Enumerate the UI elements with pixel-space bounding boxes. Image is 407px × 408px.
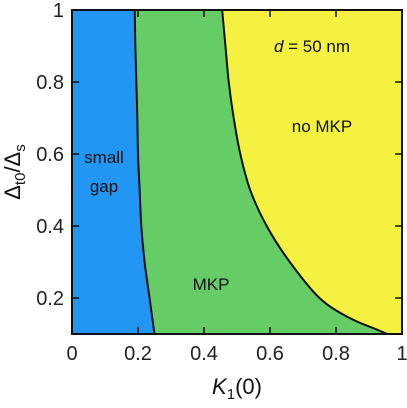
small-gap-label: gap [90, 177, 118, 196]
y-axis-denominator-subscript: s [12, 144, 29, 152]
no-mkp-region [222, 10, 402, 334]
plot-area [71, 9, 403, 335]
x-tick-label: 0.6 [256, 343, 284, 365]
axis-ticks: 0 0.2 0.4 0.6 0.8 1 0.2 0.4 0.6 0.8 1 [36, 0, 407, 365]
y-tick-label: 0.4 [36, 216, 64, 238]
x-tick-label: 0.4 [190, 343, 218, 365]
x-tick-label: 0.2 [124, 343, 152, 365]
thickness-annotation: d = 50 nm [274, 37, 350, 56]
x-axis-suffix: (0) [235, 374, 262, 399]
x-axis-subscript: 1 [227, 386, 235, 403]
x-tick-label: 1 [396, 343, 407, 365]
annotation-value: = 50 nm [283, 37, 350, 56]
y-tick-label: 0.2 [36, 288, 64, 310]
y-tick-label: 0.8 [36, 72, 64, 94]
x-tick-label: 0.8 [322, 343, 350, 365]
no-mkp-label: no MKP [292, 117, 352, 136]
y-axis-numerator-subscript: t0 [12, 173, 29, 186]
y-axis-slash: / [0, 166, 25, 173]
y-axis-label: Δt0/Δs [0, 144, 29, 200]
small-gap-label: small [84, 148, 124, 167]
annotation-symbol: d [274, 37, 284, 56]
plot-frame [71, 9, 403, 335]
y-tick-label: 0.6 [36, 144, 64, 166]
x-axis-symbol: K [212, 374, 228, 399]
x-axis-label: K1(0) [212, 374, 262, 403]
boundary-small-gap-mkp [133, 9, 156, 335]
boundary-mkp-no-mkp [221, 9, 388, 335]
y-axis-delta-denominator: Δ [0, 151, 25, 166]
x-tick-label: 0 [66, 343, 77, 365]
y-axis-delta-numerator: Δ [0, 185, 25, 200]
y-tick-label: 1 [53, 0, 64, 22]
mkp-label: MKP [193, 275, 230, 294]
small-gap-region [72, 10, 155, 334]
